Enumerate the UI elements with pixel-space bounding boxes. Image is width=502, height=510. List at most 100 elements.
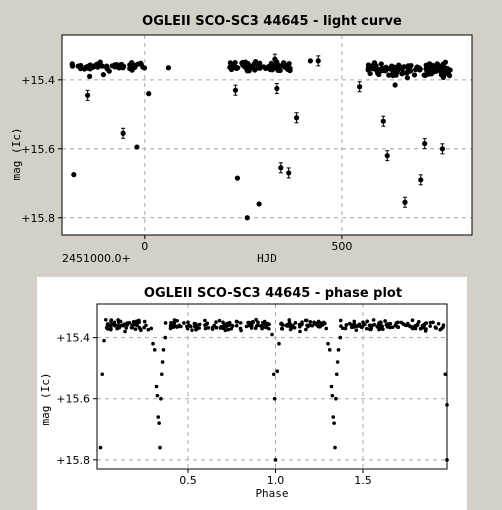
chart-0-data-point (256, 201, 262, 207)
chart-1-data-point (154, 384, 159, 389)
chart-1-data-point (161, 348, 166, 352)
chart-1-data-point (332, 421, 336, 425)
chart-1-data-point (330, 393, 335, 398)
chart-1-data-point (365, 319, 370, 324)
chart-1-data-point (383, 319, 387, 323)
chart-1-data-point (116, 320, 121, 324)
chart-0-data-point (97, 59, 103, 65)
chart-1-data-point (423, 329, 428, 333)
chart-1-data-point (146, 327, 151, 332)
chart-1-data-point (234, 323, 239, 328)
chart-1-data-point (260, 325, 265, 330)
chart-0-data-point (406, 66, 412, 72)
chart-0-data-point (71, 172, 77, 178)
chart-0-data-point (146, 91, 152, 97)
chart-1-data-point (113, 323, 117, 327)
chart-1-data-point (206, 326, 211, 330)
chart-1-data-point (251, 319, 255, 324)
chart-1-data-point (329, 384, 334, 389)
chart-1-data-point (124, 326, 129, 330)
chart-1-data-point (255, 323, 260, 328)
chart-1-data-point (445, 458, 449, 462)
chart-1-data-point (273, 458, 278, 462)
chart-1-data-point (298, 329, 302, 334)
chart-0-data-point (106, 68, 112, 74)
chart-1-data-point (217, 318, 222, 323)
chart-1-data-point (304, 327, 308, 332)
chart-0-x-tick-label: 0 (141, 240, 148, 253)
chart-0-data-point (442, 67, 448, 73)
chart-0-data-point (253, 58, 259, 65)
chart-0-data-point (378, 61, 384, 67)
chart-1-data-point (404, 323, 409, 328)
chart-1-data-point (116, 323, 120, 328)
chart-1-y-tick-label: +15.8 (56, 454, 90, 467)
chart-0-data-point (244, 215, 250, 221)
chart-1-y-tick-label: +15.6 (56, 393, 90, 406)
chart-1-data-point (396, 320, 400, 325)
chart-0-data-point (272, 56, 278, 62)
chart-0-data-point (278, 165, 284, 171)
chart-0-data-point (227, 60, 233, 66)
chart-0-data-point (240, 62, 246, 68)
chart-1-data-point (177, 323, 182, 328)
chart-0-y-tick-label: +15.4 (21, 74, 55, 87)
chart-0-data-point (95, 64, 101, 70)
chart-1-data-point (378, 326, 383, 331)
chart-1-data-point (335, 360, 340, 364)
chart-0-data-point (100, 72, 106, 78)
chart-1-data-point (156, 415, 161, 419)
phase-plot-ylabel: mag (Ic) (39, 373, 52, 426)
chart-0-data-point (121, 63, 127, 69)
chart-1-data-point (415, 323, 420, 327)
chart-0-data-point (380, 118, 386, 124)
chart-0-data-point (267, 66, 273, 73)
chart-0-data-point (307, 58, 313, 64)
chart-1-x-tick-label: 0.5 (179, 474, 197, 487)
chart-1-data-point (109, 319, 113, 324)
chart-0-data-point (389, 72, 395, 78)
light-curve-ylabel: mag (Ic) (10, 128, 23, 181)
chart-0-data-point (228, 66, 235, 73)
phase-plot-title: OGLEII SCO-SC3 44645 - phase plot (144, 286, 402, 301)
chart-0-data-point (383, 64, 389, 70)
chart-1-data-point (347, 321, 352, 326)
chart-1-data-point (186, 320, 190, 325)
chart-0-data-point (367, 70, 373, 77)
chart-0-data-point (286, 170, 292, 176)
chart-1-data-point (204, 322, 208, 327)
chart-1-data-point (160, 360, 165, 364)
chart-1-data-point (308, 319, 313, 324)
chart-1-data-point (333, 445, 337, 450)
chart-0-data-point (374, 68, 380, 74)
chart-1-data-point (229, 326, 234, 331)
chart-0-data-point (120, 130, 126, 136)
chart-1-data-point (254, 317, 258, 322)
chart-0-data-point (365, 62, 372, 68)
chart-0-data-point (422, 141, 428, 147)
chart-0-data-point (274, 66, 280, 72)
chart-1-data-point (305, 323, 309, 328)
chart-1-data-point (157, 421, 161, 425)
chart-0-data-point (232, 59, 238, 66)
chart-1-data-point (344, 323, 349, 328)
chart-0-data-point (384, 153, 390, 159)
chart-1-data-point (312, 320, 316, 325)
chart-0-data-point (127, 62, 133, 68)
chart-1-data-point (321, 320, 326, 325)
chart-1-data-point (125, 323, 130, 327)
chart-1-data-point (368, 327, 373, 332)
chart-1-data-point (149, 326, 154, 331)
chart-1-data-point (300, 320, 304, 324)
chart-0-data-point (391, 64, 397, 70)
chart-0-data-point (439, 146, 446, 152)
chart-1-x-tick-label: 1.5 (354, 474, 372, 487)
chart-1-data-point (194, 323, 199, 328)
phase-plot-chart: OGLEII SCO-SC3 44645 - phase plot mag (I… (37, 277, 467, 510)
chart-1-data-point (402, 322, 406, 327)
chart-1-data-point (123, 329, 127, 334)
chart-1-data-point (119, 323, 124, 328)
chart-1-data-point (431, 320, 435, 325)
chart-1-data-point (364, 326, 369, 331)
chart-0-data-point (392, 82, 398, 88)
